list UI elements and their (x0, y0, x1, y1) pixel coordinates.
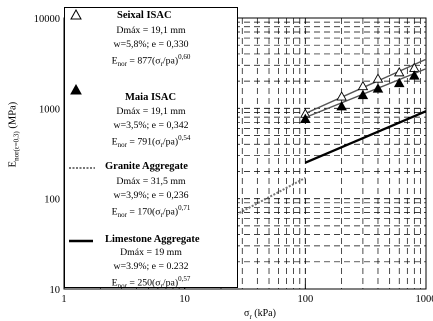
data-point (336, 101, 347, 111)
legend-props: w=3.9%; e = 0.232 (113, 261, 189, 272)
x-tick-label: 10 (179, 294, 190, 305)
y-axis-label: Enor(ε=0,3) (MPa) (7, 101, 21, 168)
fit-line (305, 68, 427, 119)
legend-props: w=3,9%; e = 0,236 (113, 190, 189, 201)
tick-labels: 110100100010100100010000 (34, 14, 433, 305)
legend-props: w=3,5%; e = 0,342 (113, 120, 189, 131)
y-tick-label: 100 (44, 195, 60, 206)
data-point (336, 91, 347, 101)
legend-dmax: Dmáx = 31,5 mm (116, 176, 186, 187)
legend-equation: Enor = 170(σr/pa)0,71 (111, 204, 191, 220)
solid-line-icon (69, 239, 93, 243)
x-tick-label: 1000 (416, 294, 433, 305)
legend-equation: Enor = 877(σr/pa)0,60 (111, 53, 191, 69)
series-limestone-aggregate (304, 110, 427, 164)
x-tick-label: 100 (297, 294, 313, 305)
x-axis-label: σr (kPa) (244, 308, 276, 321)
legend: Seixal ISAC Dmáx = 19,1 mm w=5,8%; e = 0… (64, 7, 238, 291)
data-point (393, 77, 405, 88)
legend-props: w=5,8%; e = 0,330 (113, 39, 189, 50)
data-point (357, 89, 369, 100)
legend-dmax: Dmáx = 19 mm (120, 247, 182, 258)
data-point (409, 70, 420, 80)
legend-dmax: Dmáx = 19,1 mm (116, 25, 186, 36)
dotted-line-icon (69, 167, 95, 169)
data-point (372, 73, 384, 83)
y-tick-label: 10000 (34, 14, 60, 25)
series-maia-isac (300, 68, 427, 124)
legend-name: Limestone Aggregate (105, 234, 200, 245)
legend-equation: Enor = 250(σr/pa)0,57 (111, 275, 191, 291)
fit-line (304, 110, 427, 164)
legend-name: Maia ISAC (125, 92, 177, 103)
legend-dmax: Dmáx = 19,1 mm (116, 106, 186, 117)
y-tick-label: 10 (50, 285, 61, 296)
legend-equation: Enor = 791(σr/pa)0,54 (111, 134, 191, 150)
legend-name: Seixal ISAC (117, 10, 172, 21)
open-triangle-icon (70, 9, 82, 20)
data-point (300, 113, 311, 124)
legend-name: Granite Aggregate (105, 161, 188, 172)
x-tick-label: 1 (61, 294, 66, 305)
filled-triangle-icon (70, 84, 82, 95)
y-tick-label: 1000 (39, 104, 60, 115)
data-point (393, 66, 405, 77)
series-seixal-isac (300, 58, 427, 118)
data-point (357, 80, 369, 91)
data-point (372, 83, 384, 93)
